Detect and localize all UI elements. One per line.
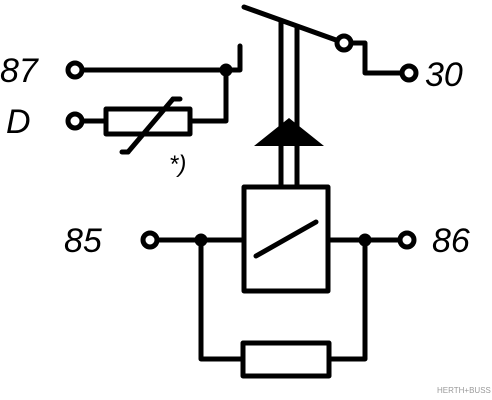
watermark: HERTH+BUSS (437, 386, 491, 395)
label-86: 86 (432, 222, 470, 260)
terminal-D-circle (65, 111, 85, 131)
linkage-arrow (254, 118, 324, 146)
terminal-86-circle (397, 230, 417, 250)
terminal-30-circle (399, 63, 419, 83)
resistor (240, 340, 332, 379)
label-85: 85 (64, 222, 102, 260)
label-87: 87 (0, 52, 39, 90)
wire-86-down (326, 237, 368, 362)
switch-armature (241, 4, 339, 43)
contact-87 (223, 43, 243, 73)
label-30: 30 (425, 56, 463, 94)
wire-85-down (198, 237, 246, 362)
varistor-footnote: *) (169, 151, 186, 178)
label-D: D (6, 103, 31, 141)
wire-D-right (187, 69, 229, 124)
varistor-diagonal (125, 96, 176, 155)
relay-coil-diagonal (253, 219, 319, 259)
wire-30 (348, 40, 405, 76)
terminal-85-circle (140, 230, 160, 250)
terminal-87-circle (65, 60, 85, 80)
